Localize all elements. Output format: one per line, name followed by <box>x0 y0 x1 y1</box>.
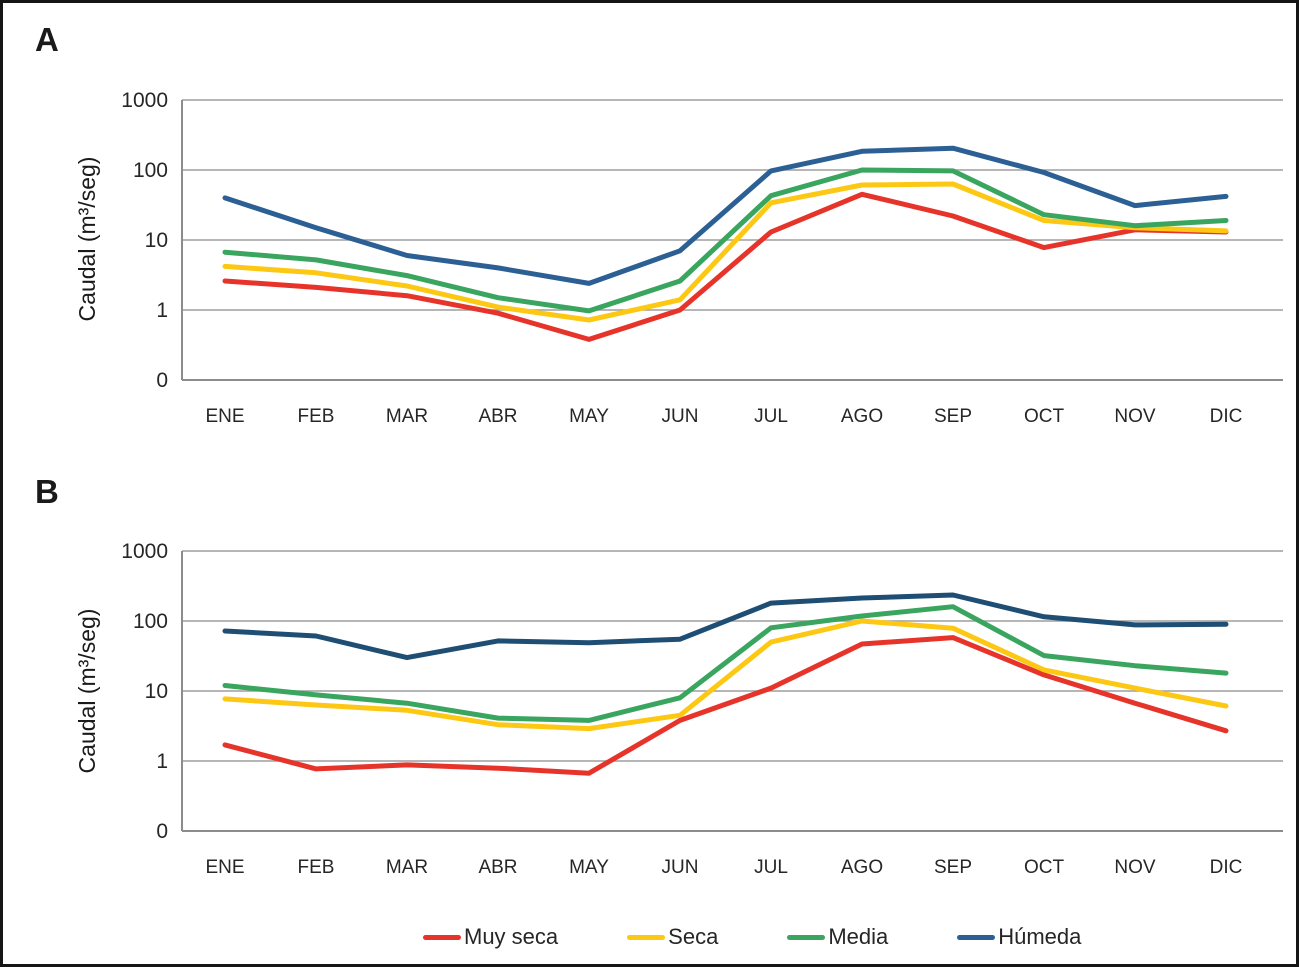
x-tick-label: NOV <box>1114 406 1156 427</box>
x-tick-label: ABR <box>478 857 517 878</box>
legend-swatch-icon <box>627 934 666 940</box>
x-tick-label: JUL <box>754 857 788 878</box>
panel-b-label: B <box>35 473 59 510</box>
legend-swatch-icon <box>423 934 461 940</box>
y-tick-label: 0 <box>156 369 168 392</box>
legend-item-seca: Seca <box>627 924 718 950</box>
legend: Muy seca Seca Media Húmeda <box>423 924 1081 950</box>
y-axis-title-chart-a: Caudal (m³/seg) <box>74 156 100 322</box>
x-tick-label: SEP <box>934 406 972 427</box>
x-tick-label: AGO <box>841 857 883 878</box>
panel-a-label: A <box>35 21 59 58</box>
series-line-seca <box>222 181 1229 323</box>
series-line-muy-seca <box>222 191 1229 342</box>
x-tick-label: NOV <box>1114 857 1156 878</box>
series-line-muy-seca <box>222 635 1229 776</box>
legend-swatch-icon <box>957 934 996 940</box>
x-tick-label: MAY <box>569 857 609 878</box>
y-axis-title-chart-b: Caudal (m³/seg) <box>74 608 100 774</box>
x-tick-label: MAR <box>386 406 428 427</box>
y-tick-label: 10 <box>145 229 168 252</box>
legend-label: Seca <box>668 924 719 949</box>
y-tick-label: 10 <box>145 680 168 703</box>
legend-item-media: Media <box>787 924 888 950</box>
x-tick-label: OCT <box>1024 406 1065 427</box>
x-tick-label: MAY <box>569 406 609 427</box>
series-line-húmeda <box>222 145 1229 286</box>
x-tick-label: MAR <box>386 857 428 878</box>
x-tick-label: JUL <box>754 406 788 427</box>
y-tick-label: 0 <box>156 820 168 843</box>
x-tick-label: FEB <box>298 857 335 878</box>
legend-label: Media <box>828 924 889 949</box>
series-line-húmeda <box>222 592 1229 661</box>
y-tick-label: 1000 <box>121 540 168 563</box>
x-tick-label: OCT <box>1024 857 1065 878</box>
x-tick-label: ENE <box>205 857 244 878</box>
legend-label: Húmeda <box>998 924 1082 949</box>
series-line-media <box>222 167 1229 314</box>
legend-label: Muy seca <box>464 924 559 949</box>
y-tick-label: 1 <box>156 750 168 773</box>
y-tick-label: 100 <box>133 159 168 182</box>
x-tick-label: SEP <box>934 857 972 878</box>
x-tick-label: DIC <box>1210 406 1243 427</box>
legend-swatch-icon <box>787 934 826 940</box>
y-tick-label: 1000 <box>121 89 168 112</box>
x-tick-label: FEB <box>298 406 335 427</box>
x-tick-label: AGO <box>841 406 883 427</box>
y-tick-label: 1 <box>156 299 168 322</box>
legend-item-muy-seca: Muy seca <box>423 924 558 950</box>
series-line-seca <box>222 618 1229 732</box>
x-tick-label: JUN <box>662 857 699 878</box>
y-tick-label: 100 <box>133 610 168 633</box>
x-tick-label: ENE <box>205 406 244 427</box>
x-tick-label: DIC <box>1210 857 1243 878</box>
legend-item-húmeda: Húmeda <box>957 924 1081 950</box>
series-line-media <box>222 604 1229 723</box>
x-tick-label: JUN <box>662 406 699 427</box>
x-tick-label: ABR <box>478 406 517 427</box>
